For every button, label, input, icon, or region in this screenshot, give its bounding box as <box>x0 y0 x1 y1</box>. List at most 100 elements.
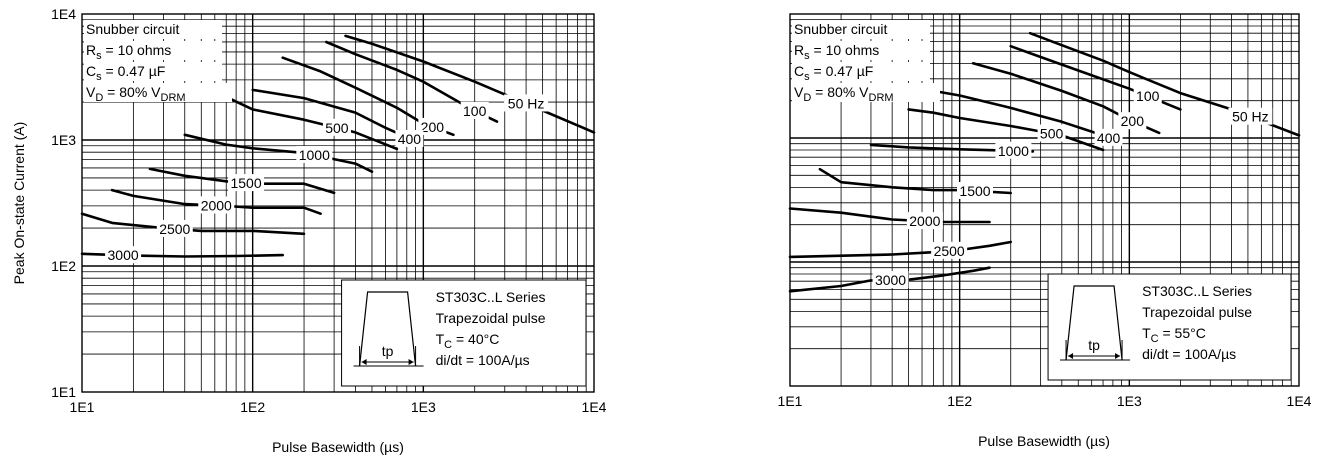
arrow-head-icon <box>1068 353 1074 359</box>
series-label: 500 <box>1040 125 1064 141</box>
condition-bg <box>84 41 222 60</box>
series-label-bg <box>105 246 142 264</box>
x-tick-label: 1E1 <box>70 399 95 415</box>
series-line-2000 <box>788 207 991 224</box>
chart-panel-2: 1E1 1E2 1E3 1E4 Pulse Basewidth (µs) 50 Hz 100… <box>778 13 1312 449</box>
y-tick-label: 1E4 <box>51 6 76 22</box>
condition-line: Cs = 0.47 µF <box>794 63 873 83</box>
y-tick-label: 1E3 <box>51 132 76 148</box>
series-label: 2000 <box>909 213 940 229</box>
condition-text: DRM <box>161 92 186 104</box>
condition-text: = 0.47 µF <box>102 63 166 79</box>
condition-text: s <box>804 50 810 62</box>
x-tick-label: 1E2 <box>240 399 265 415</box>
notes-frame <box>341 279 587 387</box>
condition-text: = 10 ohms <box>102 42 172 58</box>
chart-panel-1: 1E1 1E2 1E3 1E4 1E1 1E2 1E3 1E4 Pulse Basewidth … <box>11 6 607 455</box>
series-label-bg <box>956 181 993 199</box>
note-text: C <box>1151 333 1159 345</box>
x-axis-title: Pulse Basewidth (µs) <box>978 433 1110 449</box>
series-label-bg <box>995 141 1032 159</box>
condition-bg <box>792 83 940 102</box>
note-text: T <box>1142 325 1151 341</box>
conditions-block: Snubber circuit Rs = 10 ohms Cs = 0.47 µFV… <box>792 20 940 104</box>
series-label: 100 <box>463 103 487 119</box>
series-line-2500 <box>80 212 306 236</box>
note-text: = 40°C <box>452 331 499 347</box>
series-label-bg <box>906 212 943 230</box>
series-line-2500 <box>788 240 1012 259</box>
y-tick-label: 1E1 <box>51 384 76 400</box>
note-pulse: Trapezoidal pulse <box>1142 304 1252 320</box>
x-axis-title: Pulse Basewidth (µs) <box>272 439 404 455</box>
condition-line: Snubber circuit <box>86 21 179 37</box>
series-label-bg <box>395 129 424 147</box>
condition-text: s <box>804 71 810 83</box>
trapezoid-pulse-icon <box>358 291 417 367</box>
condition-bg <box>792 41 930 60</box>
series-label-bg <box>198 196 235 214</box>
notes-block: tp ST303C..L Series Trapezoidal pulse TC = … <box>1047 273 1292 381</box>
series-line-500 <box>907 108 1105 152</box>
note-pulse: Trapezoidal pulse <box>436 310 546 326</box>
condition-text: DRM <box>869 92 894 104</box>
note-text: C <box>444 339 452 351</box>
series-label: 2500 <box>934 243 965 259</box>
arrow-head-icon <box>408 359 414 365</box>
condition-text: Snubber circuit <box>794 21 887 37</box>
note-text: T <box>436 331 445 347</box>
note-text: = 55°C <box>1159 325 1206 341</box>
note-series: ST303C..L Series <box>436 289 546 305</box>
arrow-head-icon <box>361 359 367 365</box>
series-label: 2000 <box>201 197 232 213</box>
condition-bg <box>84 83 232 102</box>
series-label: 50 Hz <box>1232 109 1269 125</box>
x-tick-label: 1E3 <box>411 399 436 415</box>
series-label-bg <box>322 118 351 136</box>
condition-line: VD = 80% VDRM <box>794 84 894 104</box>
condition-line: Rs = 10 ohms <box>86 42 171 62</box>
condition-text: = 80% V <box>811 84 869 100</box>
series-label: 100 <box>1136 88 1160 104</box>
condition-text: R <box>86 42 96 58</box>
series-label-bg <box>931 241 968 259</box>
series-label-bg <box>504 94 549 112</box>
series-label: 1000 <box>998 143 1029 159</box>
condition-text: R <box>794 42 804 58</box>
pulse-label: tp <box>1088 337 1100 353</box>
series-label-bg <box>156 219 193 237</box>
series-line-500 <box>224 95 399 151</box>
condition-text: D <box>803 92 811 104</box>
x-tick-label: 1E4 <box>1287 393 1312 409</box>
series-label: 2500 <box>159 221 190 237</box>
x-tick-label: 1E1 <box>778 393 803 409</box>
series-label: 1500 <box>959 183 990 199</box>
condition-text: Snubber circuit <box>86 21 179 37</box>
condition-text: = 10 ohms <box>810 42 880 58</box>
note-didt: di/dt = 100A/µs <box>1142 346 1236 362</box>
note-didt: di/dt = 100A/µs <box>436 352 530 368</box>
condition-line: VD = 80% VDRM <box>86 84 186 104</box>
plot-frame <box>81 13 595 393</box>
condition-text: C <box>794 63 804 79</box>
note-temperature: TC = 55°C <box>1142 325 1206 345</box>
x-tick-label: 1E2 <box>947 393 972 409</box>
series-label-bg <box>1118 112 1147 130</box>
series-label: 200 <box>421 119 445 135</box>
series-label-bg <box>460 101 489 119</box>
series-line-3000 <box>788 266 991 293</box>
condition-bg <box>792 20 930 39</box>
condition-line: Cs = 0.47 µF <box>86 63 165 83</box>
series-label: 3000 <box>108 247 139 263</box>
series-label: 500 <box>325 120 349 136</box>
series-line-1000 <box>183 133 374 173</box>
series-label-bg <box>1094 128 1123 146</box>
x-tick-label: 1E3 <box>1117 393 1142 409</box>
condition-text: V <box>794 84 804 100</box>
condition-text: C <box>86 63 96 79</box>
notes-block: tp ST303C..L Series Trapezoidal pulse TC = … <box>341 279 587 387</box>
